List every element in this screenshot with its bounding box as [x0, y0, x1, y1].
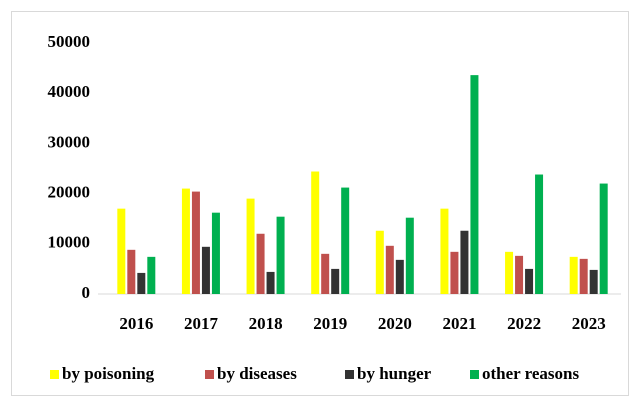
bar: [599, 183, 608, 294]
x-tick-label: 2020: [378, 314, 412, 333]
bar: [127, 249, 136, 294]
bar: [211, 212, 220, 294]
legend-label: by poisoning: [62, 364, 155, 383]
bar: [385, 245, 394, 294]
bar: [395, 259, 404, 294]
legend-marker: [205, 370, 214, 379]
bar: [201, 246, 210, 294]
bar: [440, 208, 449, 294]
bar: [181, 188, 190, 294]
x-tick-label: 2019: [313, 314, 347, 333]
bar: [117, 208, 126, 294]
bar: [276, 216, 285, 294]
bar: [256, 233, 265, 294]
bar: [569, 256, 578, 294]
x-tick-label: 2021: [442, 314, 476, 333]
bar: [375, 230, 384, 294]
x-tick-label: 2018: [249, 314, 283, 333]
bar: [246, 198, 255, 294]
x-tick-label: 2016: [119, 314, 153, 333]
bar: [405, 217, 414, 294]
bar: [579, 258, 588, 294]
legend-label: by diseases: [217, 364, 297, 383]
legend-marker: [470, 370, 479, 379]
bar: [331, 268, 340, 294]
y-tick-label: 50000: [48, 32, 91, 51]
x-tick-label: 2023: [572, 314, 606, 333]
y-tick-label: 20000: [48, 183, 91, 202]
bar: [191, 191, 200, 294]
legend-label: other reasons: [482, 364, 580, 383]
legend-marker: [50, 370, 59, 379]
bar: [589, 269, 598, 294]
bar: [515, 255, 524, 294]
bar: [137, 272, 146, 294]
y-tick-label: 10000: [48, 233, 91, 252]
bar: [147, 256, 156, 294]
bar: [311, 171, 320, 294]
y-tick-label: 40000: [48, 82, 91, 101]
bar: [505, 251, 514, 294]
legend-label: by hunger: [357, 364, 432, 383]
bar: [535, 174, 544, 294]
bar: [450, 251, 459, 294]
bar: [266, 271, 275, 294]
bar: [321, 253, 330, 294]
bar: [341, 187, 350, 294]
bar: [460, 230, 469, 294]
bar: [525, 268, 534, 294]
bar: [470, 75, 479, 295]
y-tick-label: 0: [82, 283, 91, 302]
x-tick-label: 2017: [184, 314, 219, 333]
y-tick-label: 30000: [48, 132, 91, 151]
chart-frame: [11, 11, 629, 396]
x-tick-label: 2022: [507, 314, 541, 333]
legend-marker: [345, 370, 354, 379]
